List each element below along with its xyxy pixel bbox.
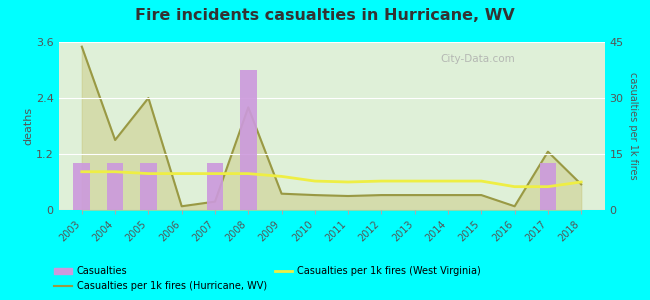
Bar [540,163,556,210]
Text: Fire incidents casualties in Hurricane, WV: Fire incidents casualties in Hurricane, … [135,8,515,22]
Bar [140,163,157,210]
Legend: Casualties, Casualties per 1k fires (Hurricane, WV), Casualties per 1k fires (We: Casualties, Casualties per 1k fires (Hur… [50,262,484,295]
Bar [240,70,257,210]
Bar [73,163,90,210]
Y-axis label: casualties per 1k fires: casualties per 1k fires [628,72,638,180]
Y-axis label: deaths: deaths [23,107,33,145]
Bar [107,163,124,210]
Bar [207,163,224,210]
Text: City-Data.com: City-Data.com [441,54,515,64]
